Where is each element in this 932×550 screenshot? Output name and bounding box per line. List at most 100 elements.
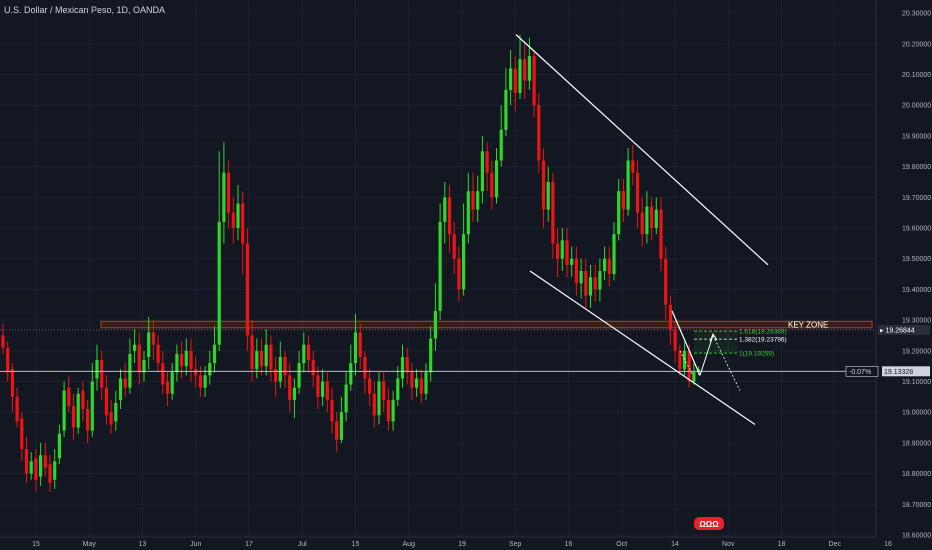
time-axis[interactable]: 15 May 13 Jun 17 Jul 15 Aug 19 Sep 16 Oct 14 Nov 18 Dec… xyxy=(0,536,892,548)
candle-body xyxy=(118,378,123,400)
candle-body xyxy=(410,372,414,388)
x-tick-label: 14 xyxy=(671,541,679,548)
candle-body xyxy=(471,191,475,210)
candle-body xyxy=(433,310,437,339)
candle-body xyxy=(673,329,677,351)
candle-body xyxy=(104,387,108,416)
candle-body xyxy=(306,344,311,361)
candle-body xyxy=(457,258,461,290)
candle-body xyxy=(180,353,184,367)
x-tick-label: Sep xyxy=(509,541,522,548)
candle-body xyxy=(626,160,630,210)
candle-body xyxy=(678,350,682,370)
candle-body xyxy=(603,258,607,271)
y-tick-label: 20.30000 xyxy=(902,11,931,18)
candle-body xyxy=(165,381,170,394)
candle-body xyxy=(302,344,306,364)
candle-body xyxy=(208,363,212,376)
candle-body xyxy=(335,421,339,440)
candle-body xyxy=(212,344,217,364)
upper-channel-line xyxy=(515,34,769,266)
candle-body xyxy=(147,332,151,357)
candle-body xyxy=(349,363,353,385)
fibonacci-levels[interactable]: 1.618(19.26389)1.382(19.23796) 1(19.19259… xyxy=(694,329,787,358)
candle-body xyxy=(476,191,480,210)
candle-body xyxy=(537,105,541,161)
y-tick-label: 18.60000 xyxy=(902,533,931,540)
x-tick-label: Jun xyxy=(190,541,201,548)
candle-body xyxy=(518,59,522,93)
candle-body xyxy=(494,160,499,198)
candle-body xyxy=(259,350,264,367)
x-tick-label: Jul xyxy=(298,541,307,548)
candle-body xyxy=(466,191,470,235)
y-tick-label: 18.80000 xyxy=(902,471,931,478)
candle-body xyxy=(245,243,249,336)
candle-body xyxy=(368,378,372,394)
candle-body xyxy=(137,344,141,373)
candle-body xyxy=(527,56,531,81)
candle-body xyxy=(650,206,654,229)
tradingview-logo[interactable]: ΩΩΩ xyxy=(694,517,724,530)
candle-body xyxy=(227,172,231,213)
price-axis[interactable]: 20.30000 20.20000 20.10000 20.00000 19.90000… xyxy=(875,0,931,540)
candle-body xyxy=(358,332,362,357)
candle-body xyxy=(133,344,137,351)
x-tick-label: Dec xyxy=(829,541,842,548)
candle-body xyxy=(659,209,663,259)
candle-body xyxy=(175,353,179,373)
candle-body xyxy=(523,59,527,81)
candle-body xyxy=(692,372,696,382)
candle-body xyxy=(29,461,33,474)
candle-body xyxy=(377,381,381,416)
x-tick-label: 15 xyxy=(32,541,40,548)
key-level-badge-text: ▸ 19.26844 xyxy=(880,327,915,334)
candle-body xyxy=(203,375,207,388)
candle-body xyxy=(114,403,118,422)
candle-body xyxy=(43,455,47,468)
candle-body xyxy=(462,234,466,290)
candle-body xyxy=(39,455,43,477)
inner-wedge-line xyxy=(671,310,701,376)
candle-body xyxy=(288,375,292,400)
candle-body xyxy=(53,461,57,480)
candle-body xyxy=(142,360,146,373)
x-tick-label: 17 xyxy=(245,541,253,548)
candle-body xyxy=(100,360,104,388)
y-tick-label: 19.10000 xyxy=(902,379,931,386)
candle-body xyxy=(321,381,325,397)
y-tick-label: 19.40000 xyxy=(902,287,931,294)
candle-body xyxy=(156,344,160,364)
key-zone[interactable]: KEY ZONE xyxy=(0,321,876,331)
candle-body xyxy=(447,197,452,235)
lower-channel-line xyxy=(529,270,756,425)
candle-body xyxy=(438,221,442,311)
logo-background xyxy=(694,517,724,530)
trendline-drawings[interactable] xyxy=(515,34,769,425)
candle-body xyxy=(353,332,358,364)
candle-body xyxy=(222,172,226,222)
x-tick-label: 13 xyxy=(139,541,147,548)
candle-body xyxy=(297,363,301,388)
candle-body xyxy=(76,393,80,428)
candle-body xyxy=(382,381,386,400)
candle-body xyxy=(278,356,282,382)
candle-body xyxy=(509,68,513,90)
candle-body xyxy=(316,375,320,397)
candle-body xyxy=(682,350,687,370)
candle-body xyxy=(10,369,14,397)
candle-body xyxy=(241,203,245,244)
candle-body xyxy=(570,258,574,265)
projection-dashed-line xyxy=(679,350,694,376)
chart-title: U.S. Dollar / Mexican Peso, 1D, OANDA xyxy=(4,5,166,15)
candle-body xyxy=(269,344,273,370)
candle-body xyxy=(34,458,38,480)
candle-body xyxy=(612,234,616,275)
price-change-badge xyxy=(845,365,879,377)
fib-level-label: 1.382(19.23796) xyxy=(739,337,787,344)
candle-body xyxy=(541,160,546,210)
candle-body xyxy=(551,181,555,244)
candle-body xyxy=(565,240,569,265)
